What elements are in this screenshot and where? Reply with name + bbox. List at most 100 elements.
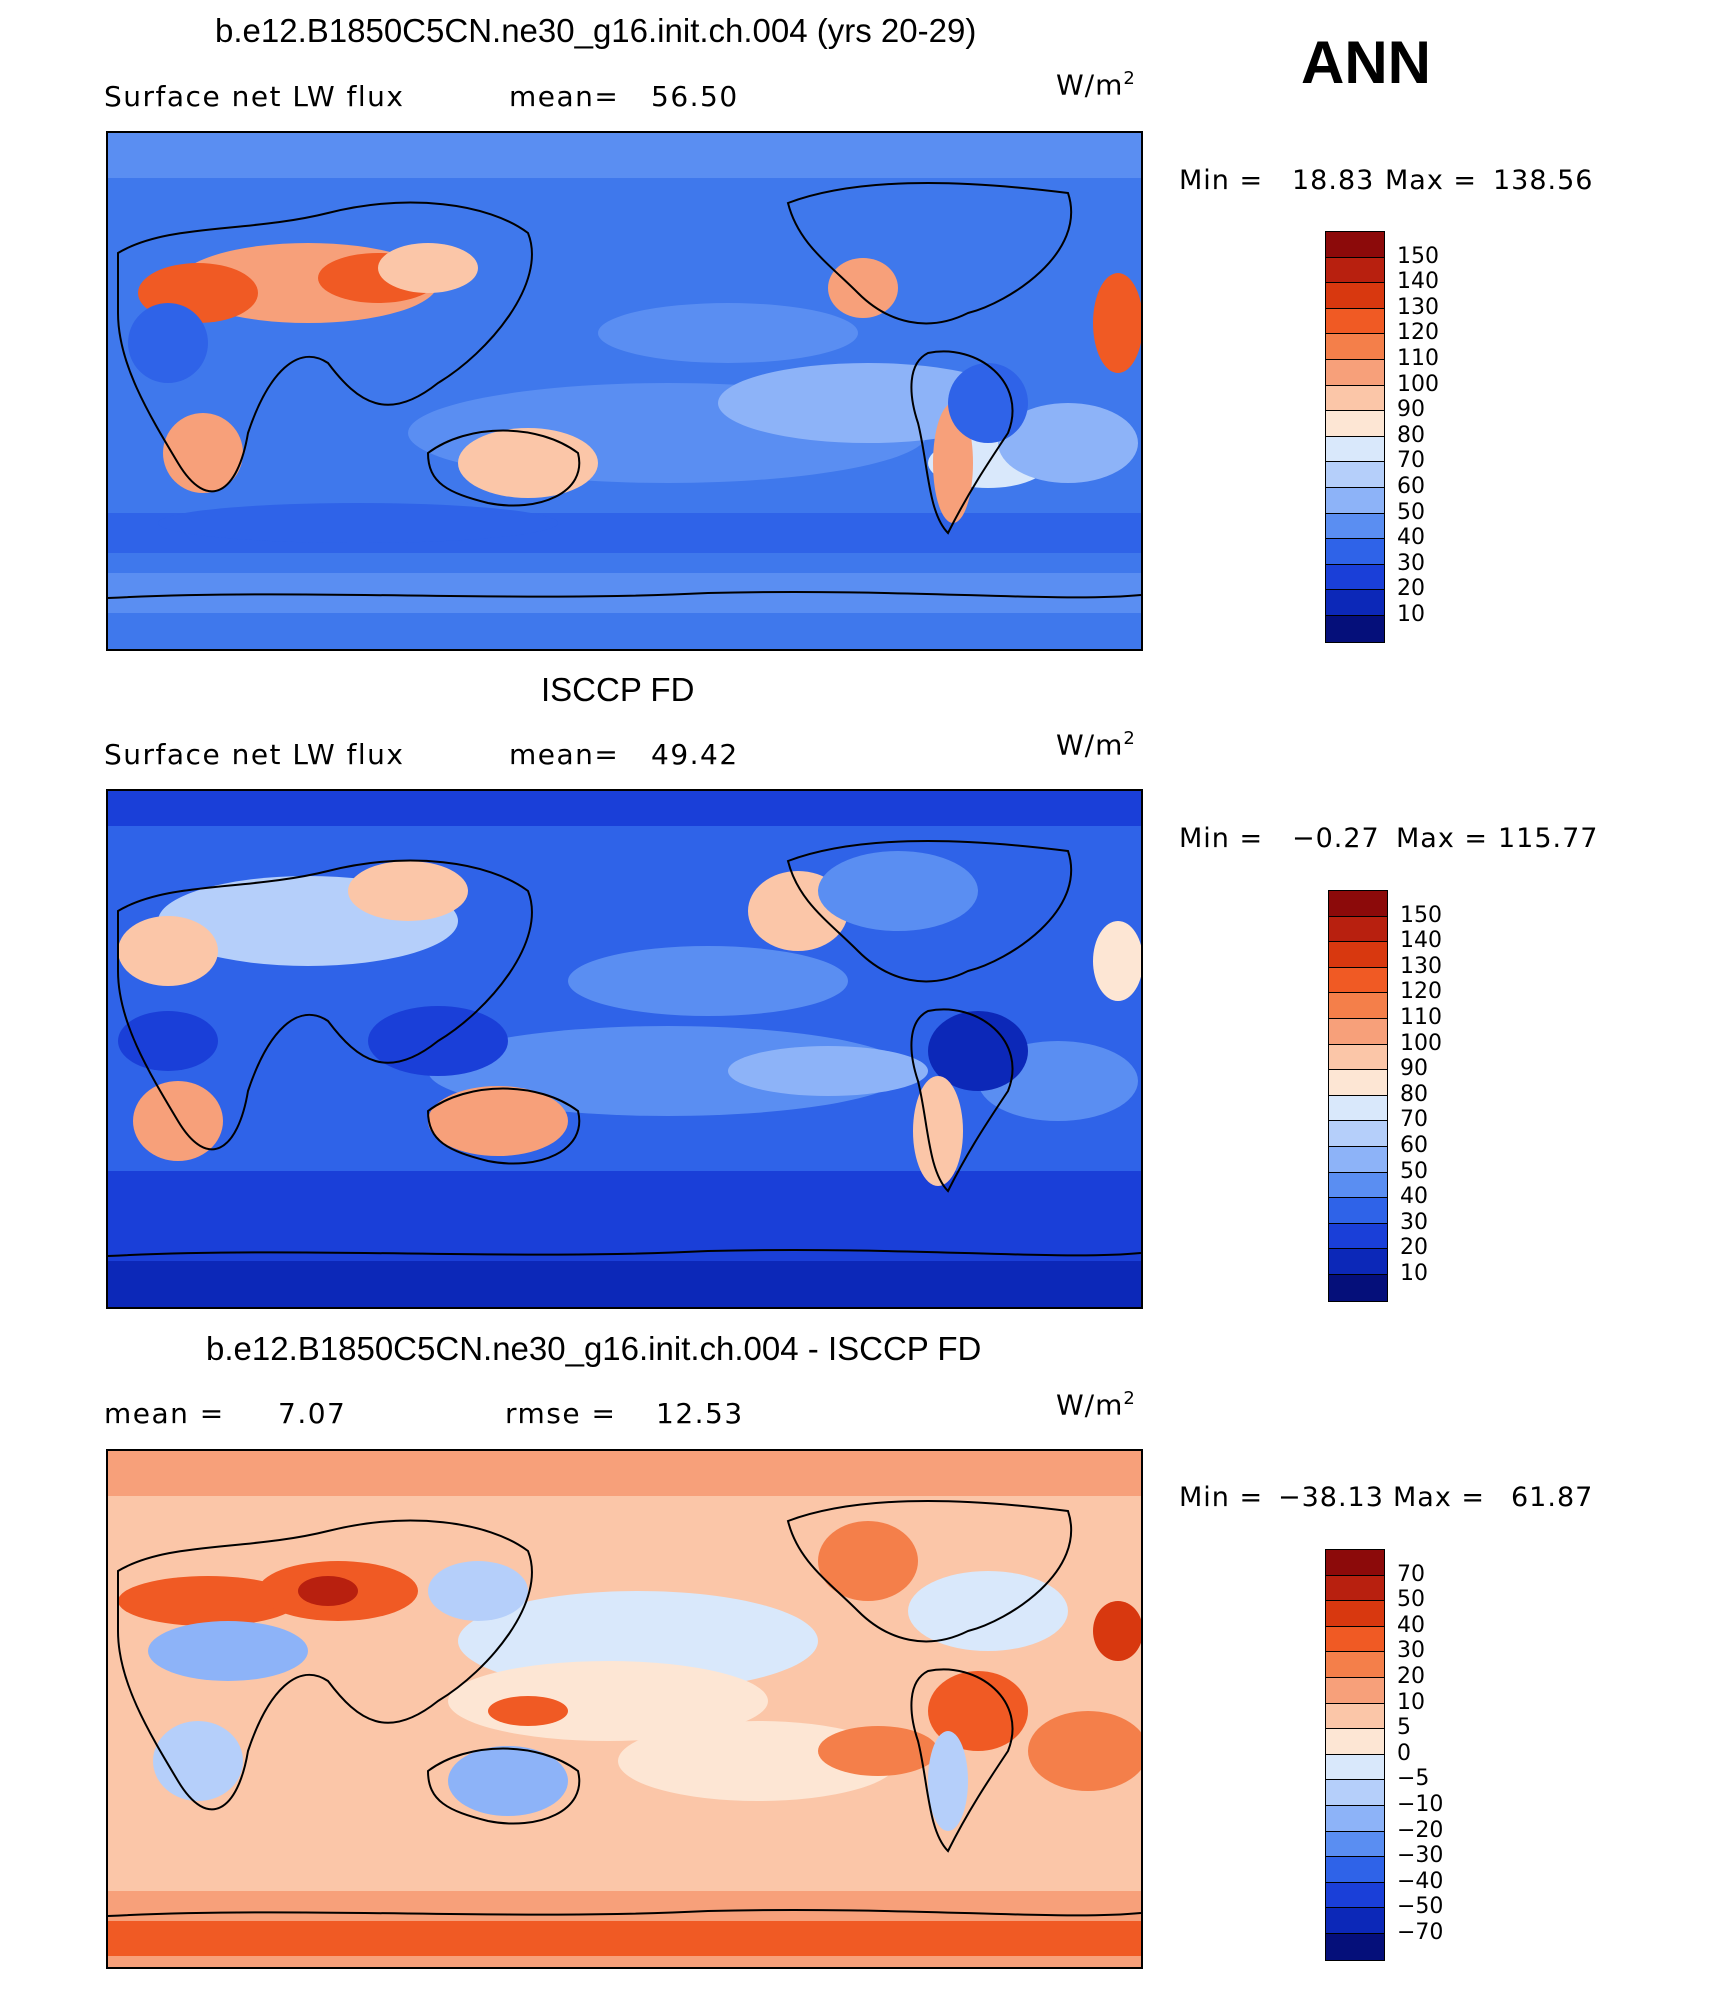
- colorbar-swatch: [1326, 1626, 1384, 1653]
- panel-1-units: W/m2: [1056, 68, 1136, 102]
- colorbar-tick-label: 120: [1397, 320, 1439, 346]
- panel-2-units: W/m2: [1056, 728, 1136, 762]
- panel-3-mean-value: 7.07: [278, 1397, 347, 1430]
- colorbar-swatch: [1329, 1018, 1387, 1045]
- panel-2-min-label: Min =: [1179, 823, 1264, 854]
- colorbar-swatch: [1326, 564, 1384, 591]
- panel-3-min-value: −38.13: [1278, 1482, 1384, 1513]
- panel-1-mean-label: mean=: [509, 80, 620, 113]
- colorbar-tick-label: 80: [1397, 422, 1425, 448]
- colorbar-tick-label: 40: [1397, 525, 1425, 551]
- colorbar-swatch: [1326, 257, 1384, 284]
- panel-1-map: [106, 131, 1143, 651]
- panel-1-max-label: Max =: [1385, 165, 1478, 196]
- colorbar-swatch: [1326, 1729, 1384, 1755]
- colorbar-swatch: [1326, 1882, 1384, 1909]
- colorbar-tick-label: 110: [1397, 346, 1439, 371]
- colorbar-swatches: [1325, 231, 1385, 643]
- colorbar-swatch: [1329, 891, 1387, 917]
- colorbar-swatch: [1326, 590, 1384, 616]
- panel-1-mean-value: 56.50: [651, 80, 739, 113]
- panel-1-min-value: 18.83: [1292, 165, 1375, 196]
- colorbar-tick-label: 130: [1400, 953, 1442, 979]
- colorbar-tick-label: −5: [1397, 1766, 1430, 1792]
- colorbar-tick-label: 100: [1397, 371, 1439, 397]
- colorbar-swatch: [1329, 916, 1387, 943]
- colorbar-tick-label: 30: [1400, 1209, 1428, 1235]
- colorbar-swatch: [1326, 385, 1384, 412]
- colorbar-swatch: [1326, 1754, 1384, 1781]
- colorbar-swatch: [1326, 1831, 1384, 1858]
- colorbar-swatch: [1329, 993, 1387, 1019]
- panel-3-min-label: Min =: [1179, 1482, 1264, 1513]
- panel-2-title: ISCCP FD: [541, 671, 695, 708]
- panel-1-max-value: 138.56: [1493, 165, 1594, 196]
- panel-3-title: b.e12.B1850C5CN.ne30_g16.init.ch.004 - I…: [206, 1330, 982, 1367]
- panel-3-units: W/m2: [1056, 1388, 1136, 1422]
- panel-2-min-value: −0.27: [1292, 823, 1380, 854]
- colorbar-tick-label: 70: [1397, 1561, 1425, 1587]
- colorbar-tick-label: 100: [1400, 1030, 1442, 1056]
- colorbar-swatch: [1326, 1908, 1384, 1934]
- colorbar-tick-label: −10: [1397, 1792, 1444, 1817]
- colorbar-tick-label: 150: [1400, 902, 1442, 928]
- colorbar-swatch: [1326, 1652, 1384, 1678]
- colorbar-tick-label: 50: [1397, 499, 1425, 525]
- colorbar-swatch: [1329, 1249, 1387, 1275]
- colorbar-tick-label: 60: [1400, 1133, 1428, 1158]
- panel-3-map: [106, 1449, 1143, 1969]
- panel-3-max-value: 61.87: [1511, 1482, 1594, 1513]
- colorbar-swatch: [1329, 1274, 1387, 1301]
- colorbar-swatch: [1326, 487, 1384, 514]
- colorbar-swatch: [1329, 1095, 1387, 1122]
- colorbar-swatch: [1326, 1703, 1384, 1730]
- colorbar-swatch: [1326, 1805, 1384, 1832]
- colorbar-tick-label: 30: [1397, 550, 1425, 576]
- panel-2-max-label: Max =: [1396, 823, 1489, 854]
- colorbar-tick-label: 140: [1400, 928, 1442, 954]
- panel-3-map-canvas: [108, 1451, 1141, 1967]
- colorbar-swatch: [1326, 1575, 1384, 1602]
- colorbar-swatch: [1326, 1677, 1384, 1704]
- colorbar-swatch: [1326, 334, 1384, 360]
- colorbar-swatch: [1329, 1146, 1387, 1173]
- colorbar-swatch: [1326, 232, 1384, 258]
- colorbar-tick-label: 5: [1397, 1715, 1411, 1741]
- colorbar-tick-label: 80: [1400, 1081, 1428, 1107]
- colorbar-swatches: [1328, 890, 1388, 1302]
- colorbar-tick-label: 10: [1397, 1689, 1425, 1715]
- colorbar-tick-label: 0: [1397, 1740, 1411, 1766]
- colorbar-swatch: [1326, 1933, 1384, 1960]
- colorbar-tick-label: 40: [1400, 1184, 1428, 1210]
- colorbar-tick-label: 20: [1397, 576, 1425, 602]
- colorbar-swatch: [1329, 1070, 1387, 1096]
- colorbar-tick-label: 150: [1397, 243, 1439, 269]
- colorbar-swatch: [1326, 513, 1384, 540]
- panel-2-mean-label: mean=: [509, 738, 620, 771]
- colorbar-swatch: [1326, 539, 1384, 565]
- panel-2-variable-label: Surface net LW flux: [104, 738, 405, 771]
- panel-1-variable-label: Surface net LW flux: [104, 80, 405, 113]
- colorbar-swatch: [1329, 1198, 1387, 1224]
- panel-1-title: b.e12.B1850C5CN.ne30_g16.init.ch.004 (yr…: [215, 12, 977, 49]
- colorbar-swatch: [1329, 1223, 1387, 1250]
- colorbar-tick-label: −20: [1397, 1817, 1444, 1843]
- colorbar-swatch: [1326, 359, 1384, 386]
- panel-1-map-canvas: [108, 133, 1141, 649]
- colorbar-tick-label: 20: [1400, 1235, 1428, 1261]
- colorbar-swatch: [1329, 942, 1387, 968]
- colorbar-tick-label: −70: [1397, 1920, 1444, 1945]
- colorbar-tick-label: 70: [1397, 448, 1425, 474]
- panel-2-max-value: 115.77: [1498, 823, 1599, 854]
- colorbar-tick-label: 40: [1397, 1612, 1425, 1638]
- colorbar-tick-label: 10: [1397, 602, 1425, 627]
- colorbar-tick-label: 90: [1400, 1056, 1428, 1082]
- colorbar-tick-label: 20: [1397, 1664, 1425, 1689]
- colorbar-tick-label: −50: [1397, 1894, 1444, 1920]
- season-label: ANN: [1301, 29, 1431, 96]
- colorbar-tick-label: 30: [1397, 1638, 1425, 1664]
- colorbar-tick-label: 50: [1400, 1158, 1428, 1184]
- colorbar-swatch: [1326, 1857, 1384, 1883]
- colorbar-swatches: [1325, 1549, 1385, 1961]
- panel-3-rmse-label: rmse =: [505, 1397, 617, 1430]
